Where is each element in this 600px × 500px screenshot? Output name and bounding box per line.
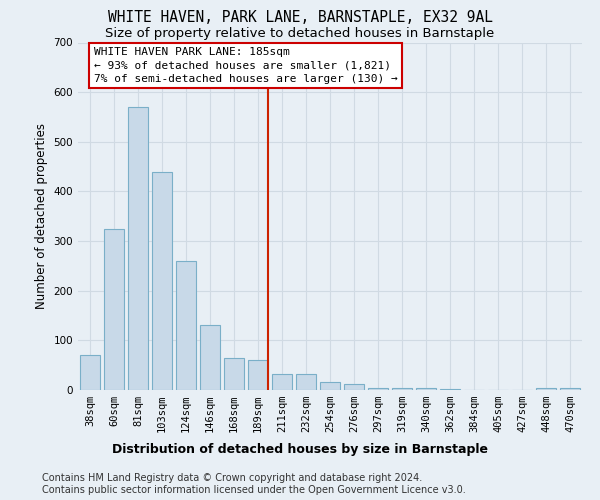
- Bar: [320, 382, 340, 390]
- Text: WHITE HAVEN, PARK LANE, BARNSTAPLE, EX32 9AL: WHITE HAVEN, PARK LANE, BARNSTAPLE, EX32…: [107, 10, 493, 25]
- Bar: [152, 172, 172, 390]
- Bar: [224, 358, 244, 390]
- Bar: [248, 360, 268, 390]
- Bar: [392, 388, 412, 390]
- Text: Distribution of detached houses by size in Barnstaple: Distribution of detached houses by size …: [112, 442, 488, 456]
- Bar: [296, 374, 316, 390]
- Bar: [344, 384, 364, 390]
- Bar: [176, 261, 196, 390]
- Bar: [80, 355, 100, 390]
- Bar: [560, 388, 580, 390]
- Bar: [368, 388, 388, 390]
- Bar: [440, 388, 460, 390]
- Bar: [200, 326, 220, 390]
- Bar: [536, 388, 556, 390]
- Bar: [272, 374, 292, 390]
- Bar: [104, 228, 124, 390]
- Bar: [128, 107, 148, 390]
- Text: WHITE HAVEN PARK LANE: 185sqm
← 93% of detached houses are smaller (1,821)
7% of: WHITE HAVEN PARK LANE: 185sqm ← 93% of d…: [94, 48, 397, 84]
- Text: Size of property relative to detached houses in Barnstaple: Size of property relative to detached ho…: [106, 28, 494, 40]
- Y-axis label: Number of detached properties: Number of detached properties: [35, 123, 48, 309]
- Text: Contains HM Land Registry data © Crown copyright and database right 2024.
Contai: Contains HM Land Registry data © Crown c…: [42, 474, 466, 495]
- Bar: [416, 388, 436, 390]
